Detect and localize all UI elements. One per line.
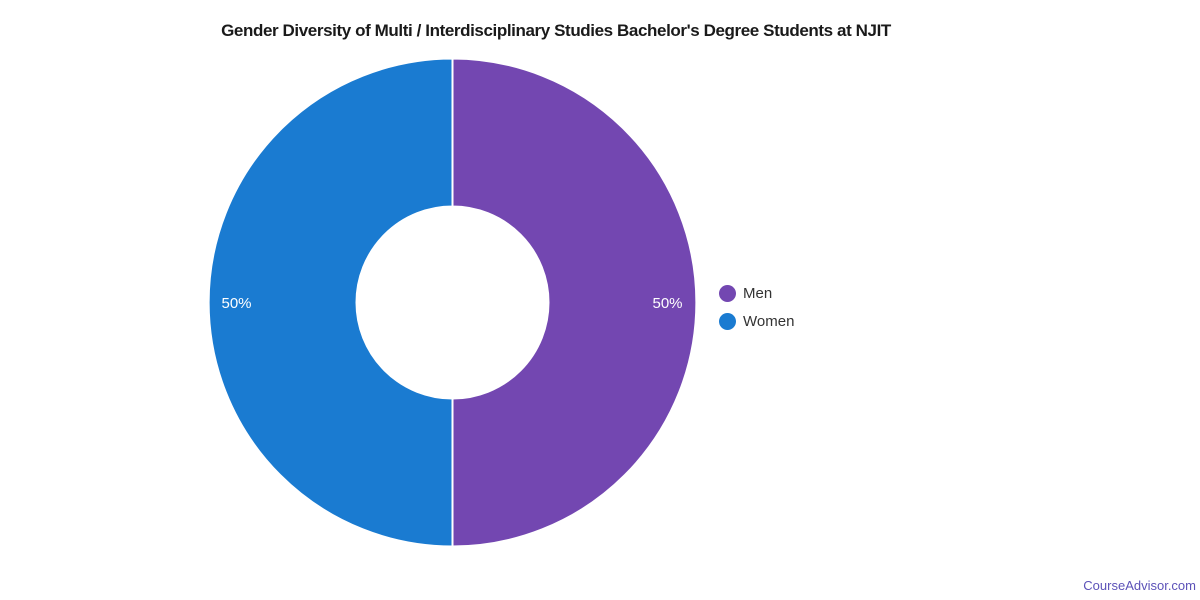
courseadvisor-link[interactable]: CourseAdvisor.com <box>1083 578 1196 593</box>
chart-title: Gender Diversity of Multi / Interdiscipl… <box>221 21 891 40</box>
legend: Men Women <box>719 279 794 335</box>
slice-value-label-men: 50% <box>652 295 682 312</box>
pie-slice-women[interactable] <box>208 58 454 547</box>
legend-label-women: Women <box>743 312 795 330</box>
legend-item-women[interactable]: Women <box>719 307 794 335</box>
legend-item-men[interactable]: Men <box>719 279 794 307</box>
legend-swatch-men-icon <box>719 284 736 302</box>
pie-slice-men[interactable] <box>451 58 697 547</box>
legend-swatch-women-icon <box>719 312 736 330</box>
legend-label-men: Men <box>743 284 773 302</box>
slice-value-label-women: 50% <box>221 295 251 312</box>
donut-chart: 50% 50% <box>208 58 697 547</box>
